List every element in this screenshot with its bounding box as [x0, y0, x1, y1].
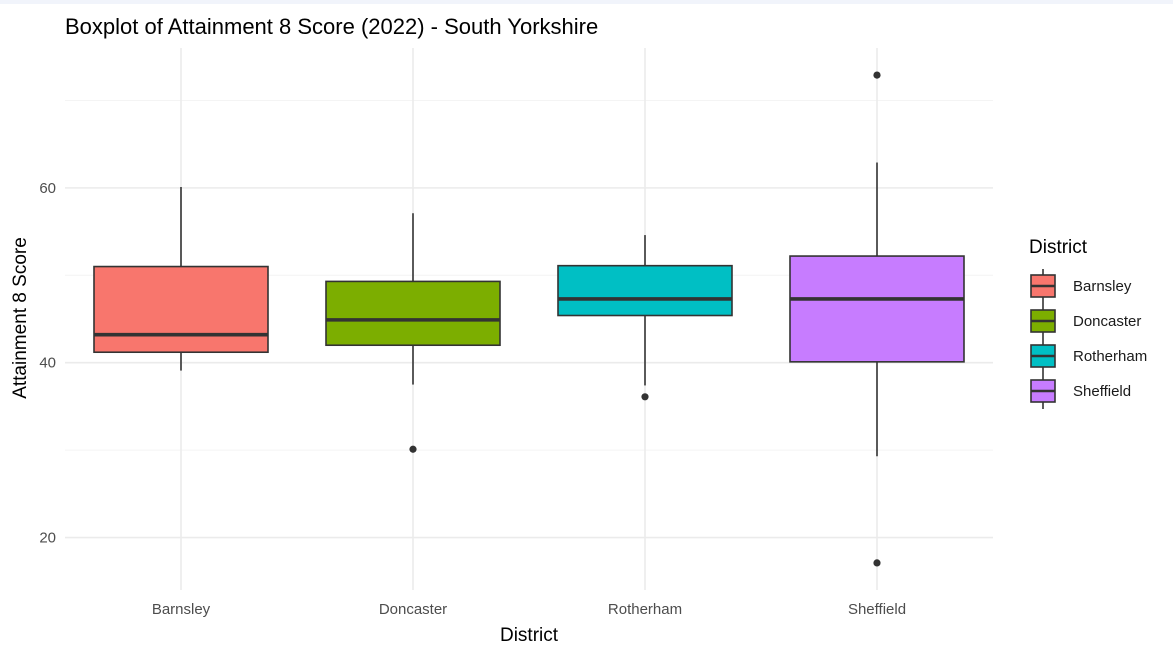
legend-item-sheffield: Sheffield: [1030, 374, 1131, 409]
x-axis-ticks: Barnsley Doncaster Rotherham Sheffield: [152, 601, 906, 618]
box-doncaster: [325, 213, 501, 453]
y-axis-title: Attainment 8 Score: [10, 237, 31, 399]
x-tick-label: Barnsley: [152, 601, 211, 618]
y-axis-ticks: 20 40 60: [39, 180, 56, 547]
outlier-point: [873, 71, 881, 79]
x-tick-label: Sheffield: [848, 601, 906, 618]
x-tick-label: Rotherham: [608, 601, 682, 618]
y-tick-label: 60: [39, 180, 56, 197]
outlier-point: [873, 559, 881, 567]
boxes: [93, 71, 965, 567]
box-body: [93, 265, 269, 354]
box-rotherham: [557, 235, 733, 401]
legend: District Barnsley Doncaster Rotherham Sheff…: [1029, 237, 1147, 409]
chart-title: Boxplot of Attainment 8 Score (2022) - S…: [65, 14, 598, 39]
x-tick-label: Doncaster: [379, 601, 447, 618]
outlier-point: [409, 445, 417, 453]
window-top-bar: [0, 0, 1173, 4]
box-body: [557, 264, 733, 317]
x-axis-title: District: [500, 625, 559, 646]
legend-item-barnsley: Barnsley: [1030, 269, 1132, 304]
box-barnsley: [93, 186, 269, 371]
legend-item-doncaster: Doncaster: [1030, 304, 1141, 339]
legend-label: Rotherham: [1073, 348, 1147, 365]
legend-label: Doncaster: [1073, 313, 1141, 330]
legend-label: Sheffield: [1073, 383, 1131, 400]
legend-item-rotherham: Rotherham: [1030, 339, 1147, 374]
box-sheffield: [789, 71, 965, 567]
box-body: [789, 255, 965, 363]
y-tick-label: 20: [39, 530, 56, 547]
outlier-point: [641, 393, 649, 401]
box-body: [325, 280, 501, 347]
y-tick-label: 40: [39, 355, 56, 372]
legend-title: District: [1029, 237, 1088, 258]
legend-label: Barnsley: [1073, 278, 1132, 295]
